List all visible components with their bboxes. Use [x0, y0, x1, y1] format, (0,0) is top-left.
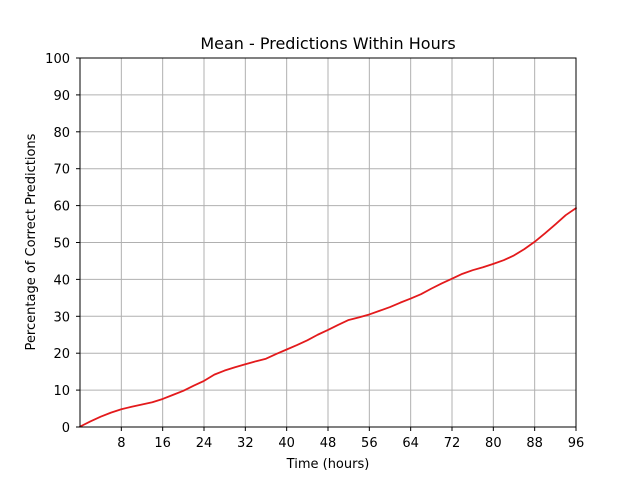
y-axis-label: Percentage of Correct Predictions	[24, 133, 39, 350]
y-tick-label: 50	[53, 237, 70, 252]
y-tick-label: 70	[53, 163, 70, 178]
y-tick-label: 90	[53, 89, 70, 104]
y-axis: 0 10 20 30 40 50 60 70 80 90 100	[45, 52, 80, 436]
x-tick-label: 32	[237, 436, 254, 451]
y-tick-label: 60	[53, 200, 70, 215]
y-tick-label: 0	[62, 421, 70, 436]
y-tick-label: 80	[53, 126, 70, 141]
x-tick-label: 24	[196, 436, 213, 451]
x-tick-label: 96	[568, 436, 585, 451]
y-tick-label: 10	[53, 384, 70, 399]
x-tick-label: 16	[154, 436, 171, 451]
series-line	[79, 207, 577, 428]
y-tick-label: 40	[53, 273, 70, 288]
x-axis: 8 16 24 32 40 48 56 64 72 80 88 96	[117, 427, 584, 451]
x-tick-label: 88	[526, 436, 543, 451]
y-tick-label: 30	[53, 310, 70, 325]
x-tick-label: 8	[117, 436, 125, 451]
x-tick-label: 72	[444, 436, 461, 451]
x-axis-label: Time (hours)	[286, 457, 370, 472]
y-tick-label: 20	[53, 347, 70, 362]
series-layer	[79, 207, 577, 428]
chart-title: Mean - Predictions Within Hours	[200, 34, 455, 53]
x-tick-label: 56	[361, 436, 378, 451]
x-tick-label: 48	[320, 436, 337, 451]
y-tick-label: 100	[45, 52, 70, 67]
x-tick-label: 80	[485, 436, 502, 451]
x-tick-label: 40	[278, 436, 295, 451]
x-tick-label: 64	[402, 436, 419, 451]
